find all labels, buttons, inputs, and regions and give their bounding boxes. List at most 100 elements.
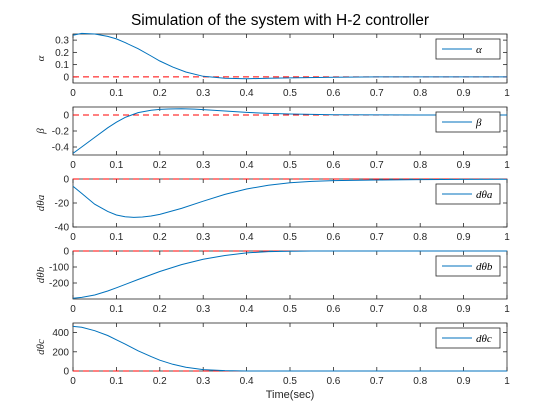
x-tick-label: 0.1 (109, 304, 123, 315)
x-tick-label: 0.9 (457, 304, 471, 315)
series-line (72, 32, 507, 80)
legend: dθa (435, 183, 501, 205)
y-tick-label: -20 (55, 199, 70, 210)
x-tick-label: 0.8 (413, 88, 427, 99)
x-tick-label: 0 (70, 304, 76, 315)
x-tick-label: 0.6 (326, 304, 340, 315)
x-tick-label: 1 (504, 232, 510, 243)
y-axis-label: α (35, 55, 47, 61)
y-tick-label: -0.2 (52, 127, 70, 138)
x-tick-label: 0.3 (196, 232, 210, 243)
y-tick-label: 0 (63, 367, 69, 378)
y-tick-label: 0 (63, 111, 69, 122)
x-tick-label: 0.7 (370, 88, 384, 99)
legend-label: α (476, 44, 482, 56)
x-tick-label: 0.8 (413, 304, 427, 315)
x-tick-label: 0.3 (196, 304, 210, 315)
x-tick-label: 0.2 (153, 304, 167, 315)
y-tick-label: 0.2 (55, 48, 69, 59)
x-tick-label: 0.4 (240, 376, 254, 387)
x-tick-label: 0 (70, 232, 76, 243)
y-tick-label: 0 (63, 72, 69, 83)
axes-box (72, 178, 508, 228)
x-tick-label: 0.2 (153, 376, 167, 387)
x-tick-label: 0.5 (283, 304, 297, 315)
x-tick-label: 0.9 (457, 232, 471, 243)
legend: α (435, 38, 501, 60)
x-tick-label: 0.4 (240, 304, 254, 315)
y-axis-label: dθa (35, 194, 47, 211)
x-tick-label: 0.2 (153, 88, 167, 99)
subplot-4: 0 0.1 0.2 0.3 0.4 0.5 0.6 0.7 0.8 0.9 1 -200 -100 0 dθ… (35, 247, 510, 316)
x-tick-label: 0.9 (457, 88, 471, 99)
x-tick-label: 0 (70, 88, 76, 99)
legend: β (435, 111, 501, 133)
x-tick-label: 0.7 (370, 160, 384, 171)
x-tick-label: 0.7 (370, 232, 384, 243)
y-axis-label: dθb (35, 266, 47, 283)
x-tick-label: 0.8 (413, 232, 427, 243)
x-tick-label: 0 (70, 160, 76, 171)
y-tick-label: 0 (63, 175, 69, 186)
y-tick-label: -40 (55, 223, 70, 234)
x-tick-label: 0.4 (240, 232, 254, 243)
x-tick-label: 0.8 (413, 376, 427, 387)
x-tick-label: 0.1 (109, 88, 123, 99)
legend: dθc (435, 327, 501, 349)
x-tick-label: 0.8 (413, 160, 427, 171)
x-tick-label: 0.5 (283, 232, 297, 243)
x-tick-label: 0.3 (196, 160, 210, 171)
subplot-3: 0 0.1 0.2 0.3 0.4 0.5 0.6 0.7 0.8 0.9 1 -40 -20 0 dθa d… (35, 175, 510, 244)
x-tick-label: 0.6 (326, 88, 340, 99)
y-axis-label: β (35, 128, 47, 135)
subplot-5: 0 0.1 0.2 0.3 0.4 0.5 0.6 0.7 0.8 0.9 1 0 200 400 dθc d… (35, 322, 510, 387)
x-tick-label: 1 (504, 160, 510, 171)
x-tick-label: 0.5 (283, 88, 297, 99)
axes-box (72, 322, 508, 372)
legend-label: dθc (476, 333, 492, 345)
x-tick-label: 0.1 (109, 376, 123, 387)
x-tick-label: 0.2 (153, 160, 167, 171)
y-axis-label: dθc (35, 339, 47, 355)
y-tick-label: 200 (52, 347, 69, 358)
x-tick-label: 0.6 (326, 160, 340, 171)
x-tick-label: 0.4 (240, 160, 254, 171)
chart-title: Simulation of the system with H-2 contro… (131, 12, 429, 29)
x-tick-label: 0.4 (240, 88, 254, 99)
x-tick-label: 1 (504, 88, 510, 99)
x-tick-label: 0.6 (326, 376, 340, 387)
x-tick-label: 0.1 (109, 232, 123, 243)
x-tick-label: 0.3 (196, 376, 210, 387)
x-tick-label: 0.7 (370, 304, 384, 315)
x-tick-label: 1 (504, 304, 510, 315)
legend: dθb (435, 255, 501, 277)
x-tick-label: 0.2 (153, 232, 167, 243)
x-tick-label: 1 (504, 376, 510, 387)
x-tick-label: 0 (70, 376, 76, 387)
legend-label: β (475, 117, 482, 129)
x-tick-label: 0.9 (457, 376, 471, 387)
y-tick-label: -0.4 (52, 143, 70, 154)
y-tick-label: 0.3 (55, 36, 69, 47)
x-tick-label: 0.9 (457, 160, 471, 171)
y-tick-label: 400 (52, 328, 69, 339)
subplot-1: 0 0.1 0.2 0.3 0.4 0.5 0.6 0.7 0.8 0.9 100.10.20.3α… (35, 32, 510, 99)
x-tick-label: 0.6 (326, 232, 340, 243)
y-tick-label: -200 (49, 279, 69, 290)
series-line (72, 108, 507, 154)
series-line (72, 250, 507, 299)
x-axis-label: Time(sec) (266, 389, 314, 401)
x-tick-label: 0.5 (283, 160, 297, 171)
x-tick-label: 0.7 (370, 376, 384, 387)
y-tick-label: -100 (49, 263, 69, 274)
subplots: 0 0.1 0.2 0.3 0.4 0.5 0.6 0.7 0.8 0.9 100.10.20.3α… (35, 32, 510, 387)
subplot-2: 0 0.1 0.2 0.3 0.4 0.5 0.6 0.7 0.8 0.9 1 -0.4 -0.2 0 β β (35, 106, 510, 171)
legend-label: dθb (476, 261, 493, 273)
y-tick-label: 0.1 (55, 60, 69, 71)
series-line (72, 178, 508, 218)
y-tick-label: 0 (63, 247, 69, 258)
x-tick-label: 0.5 (283, 376, 297, 387)
axes-box (72, 33, 508, 84)
series-line (72, 325, 507, 372)
